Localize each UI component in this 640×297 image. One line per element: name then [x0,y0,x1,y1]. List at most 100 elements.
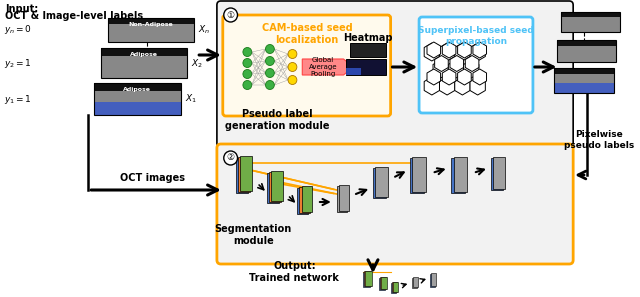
FancyBboxPatch shape [364,271,371,286]
Text: Input:: Input: [5,4,38,14]
Bar [108,24,195,42]
Text: ②: ② [227,154,235,162]
Polygon shape [465,56,479,72]
Polygon shape [440,43,455,61]
FancyBboxPatch shape [380,277,386,289]
FancyBboxPatch shape [237,157,250,192]
Polygon shape [442,42,456,58]
Bar [346,68,361,75]
FancyBboxPatch shape [223,15,390,116]
Circle shape [288,62,297,72]
Polygon shape [427,42,440,58]
Circle shape [288,50,297,59]
Polygon shape [442,69,456,85]
FancyBboxPatch shape [412,157,426,192]
FancyBboxPatch shape [393,282,398,292]
Circle shape [243,69,252,78]
Bar [561,12,620,32]
Circle shape [288,75,297,85]
FancyBboxPatch shape [454,157,467,192]
Polygon shape [427,69,440,85]
FancyBboxPatch shape [379,278,385,290]
FancyBboxPatch shape [300,187,310,213]
Text: Adipose: Adipose [124,87,152,92]
Polygon shape [463,60,479,78]
Circle shape [224,151,237,165]
Circle shape [243,59,252,67]
Bar [101,48,188,56]
Polygon shape [458,69,471,85]
FancyBboxPatch shape [269,172,281,202]
Circle shape [224,8,237,22]
Circle shape [266,56,275,66]
Text: $y_n=0$: $y_n=0$ [4,23,32,37]
Text: ①: ① [227,10,235,20]
Polygon shape [424,43,440,61]
Text: $X_2$: $X_2$ [191,58,204,70]
Text: $X_n$: $X_n$ [198,24,211,36]
Polygon shape [435,56,448,72]
FancyBboxPatch shape [267,173,279,203]
Text: CAM-based seed
localization: CAM-based seed localization [262,23,353,45]
Polygon shape [424,77,440,95]
FancyBboxPatch shape [431,274,436,286]
Bar [101,48,188,78]
FancyBboxPatch shape [239,156,252,191]
FancyBboxPatch shape [337,186,348,212]
FancyBboxPatch shape [365,271,372,286]
Polygon shape [448,60,463,78]
Bar [108,18,195,24]
Bar [557,45,616,62]
FancyBboxPatch shape [381,277,387,289]
Bar [557,40,616,45]
Bar [350,43,386,57]
Polygon shape [450,56,463,72]
FancyBboxPatch shape [419,17,533,113]
FancyBboxPatch shape [217,144,573,264]
Circle shape [243,48,252,56]
Polygon shape [470,77,485,95]
FancyBboxPatch shape [430,274,435,287]
Bar [94,91,180,115]
FancyBboxPatch shape [493,157,504,189]
Text: OCT images: OCT images [120,173,184,183]
FancyArrow shape [302,59,353,75]
Text: OCT & Image-level labels: OCT & Image-level labels [5,11,143,21]
Text: $y_1=1$: $y_1=1$ [4,92,32,105]
Bar [554,68,614,93]
Bar [108,18,195,42]
Circle shape [266,45,275,53]
FancyBboxPatch shape [363,272,370,287]
FancyBboxPatch shape [217,1,573,147]
FancyBboxPatch shape [339,185,349,211]
FancyBboxPatch shape [236,158,248,193]
Text: $X_1$: $X_1$ [184,93,196,105]
Bar [94,83,180,115]
FancyBboxPatch shape [373,168,386,198]
Text: Output:
Trained network: Output: Trained network [250,261,339,283]
FancyBboxPatch shape [271,170,283,200]
Bar [101,56,188,78]
Polygon shape [473,69,486,85]
Text: Adipose: Adipose [131,52,158,57]
Bar [554,83,614,93]
Polygon shape [473,42,486,58]
Text: Segmentation
module: Segmentation module [214,224,292,246]
Bar [94,83,180,91]
Bar [561,12,620,17]
Bar [561,17,620,32]
Bar [346,59,386,75]
FancyBboxPatch shape [451,158,465,193]
Circle shape [266,69,275,78]
Bar [94,102,180,115]
FancyBboxPatch shape [392,282,397,293]
FancyBboxPatch shape [298,188,308,214]
Text: Heatmap: Heatmap [343,33,393,43]
Bar [554,68,614,74]
Polygon shape [440,77,455,95]
Polygon shape [458,42,471,58]
Circle shape [266,80,275,89]
Text: Pixelwise
pseudo labels: Pixelwise pseudo labels [564,130,634,150]
Text: Non-Adipose: Non-Adipose [129,22,173,27]
FancyBboxPatch shape [375,167,388,197]
